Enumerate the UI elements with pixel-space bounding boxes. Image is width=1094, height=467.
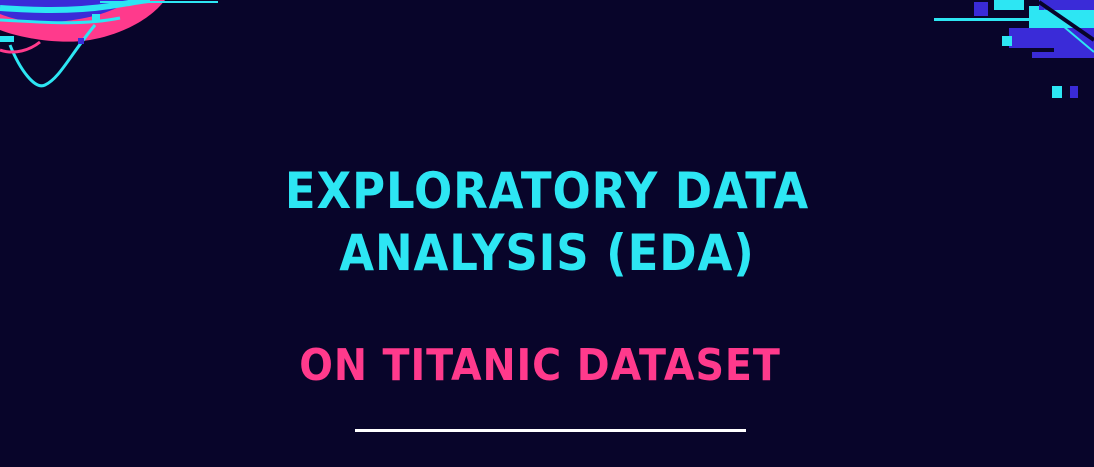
glitch-pixel-graphic — [934, 0, 1094, 98]
divider-line — [355, 429, 746, 432]
page-title: EXPLORATORY DATA ANALYSIS (EDA) — [55, 160, 1040, 284]
title-line-1: EXPLORATORY DATA — [284, 162, 810, 220]
title-line-2: ANALYSIS (EDA) — [339, 224, 755, 282]
glitch-wave-graphic — [0, 0, 218, 88]
page-subtitle: ON TITANIC DATASET — [299, 340, 781, 391]
